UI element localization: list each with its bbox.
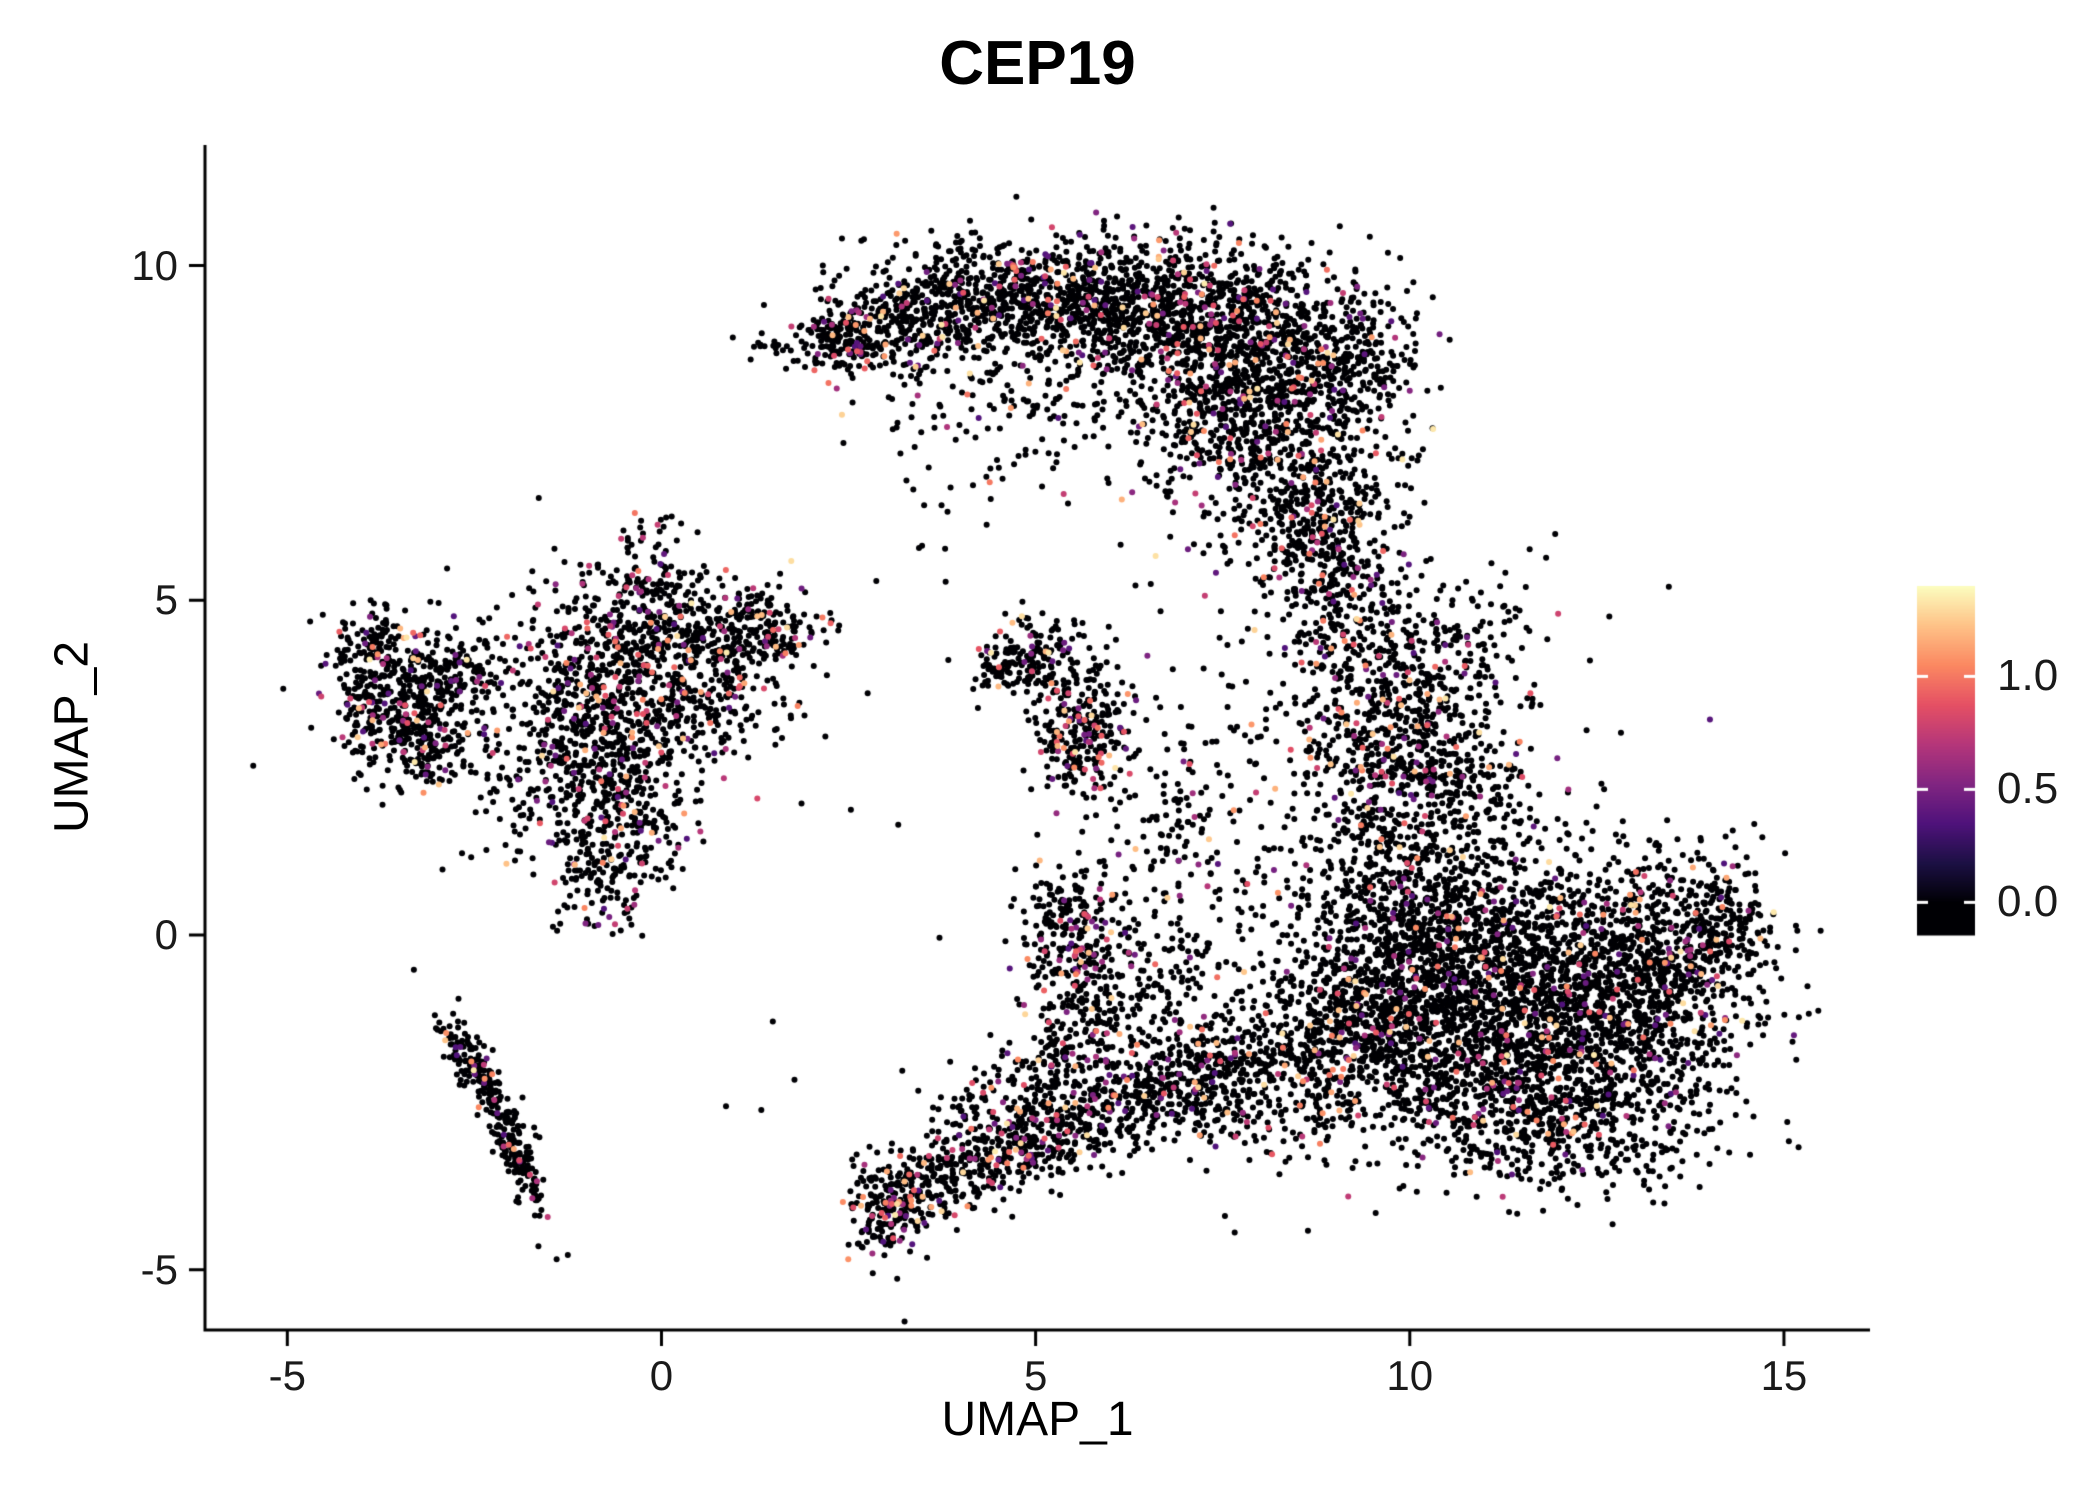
x-tick-label: 10 [1386, 1352, 1434, 1399]
y-tick-label: -5 [140, 1245, 178, 1293]
x-tick-label: 5 [1023, 1352, 1048, 1399]
x-tick-label: -5 [268, 1352, 306, 1399]
plot-title: CEP19 [939, 29, 1136, 98]
colorbar-tick-label: 1.0 [1997, 651, 2059, 701]
y-axis-label: UMAP_2 [45, 640, 99, 834]
x-tick-label: 15 [1760, 1352, 1808, 1399]
colorbar-tick-label: 0.0 [1997, 877, 2059, 927]
x-axis-label: UMAP_1 [941, 1393, 1134, 1446]
y-tick-label: 5 [154, 576, 178, 624]
y-tick-label: 10 [131, 241, 178, 289]
x-tick-label: 0 [649, 1352, 674, 1399]
y-tick-label: 0 [154, 911, 178, 958]
colorbar-tick-label: 0.5 [1997, 764, 2059, 814]
